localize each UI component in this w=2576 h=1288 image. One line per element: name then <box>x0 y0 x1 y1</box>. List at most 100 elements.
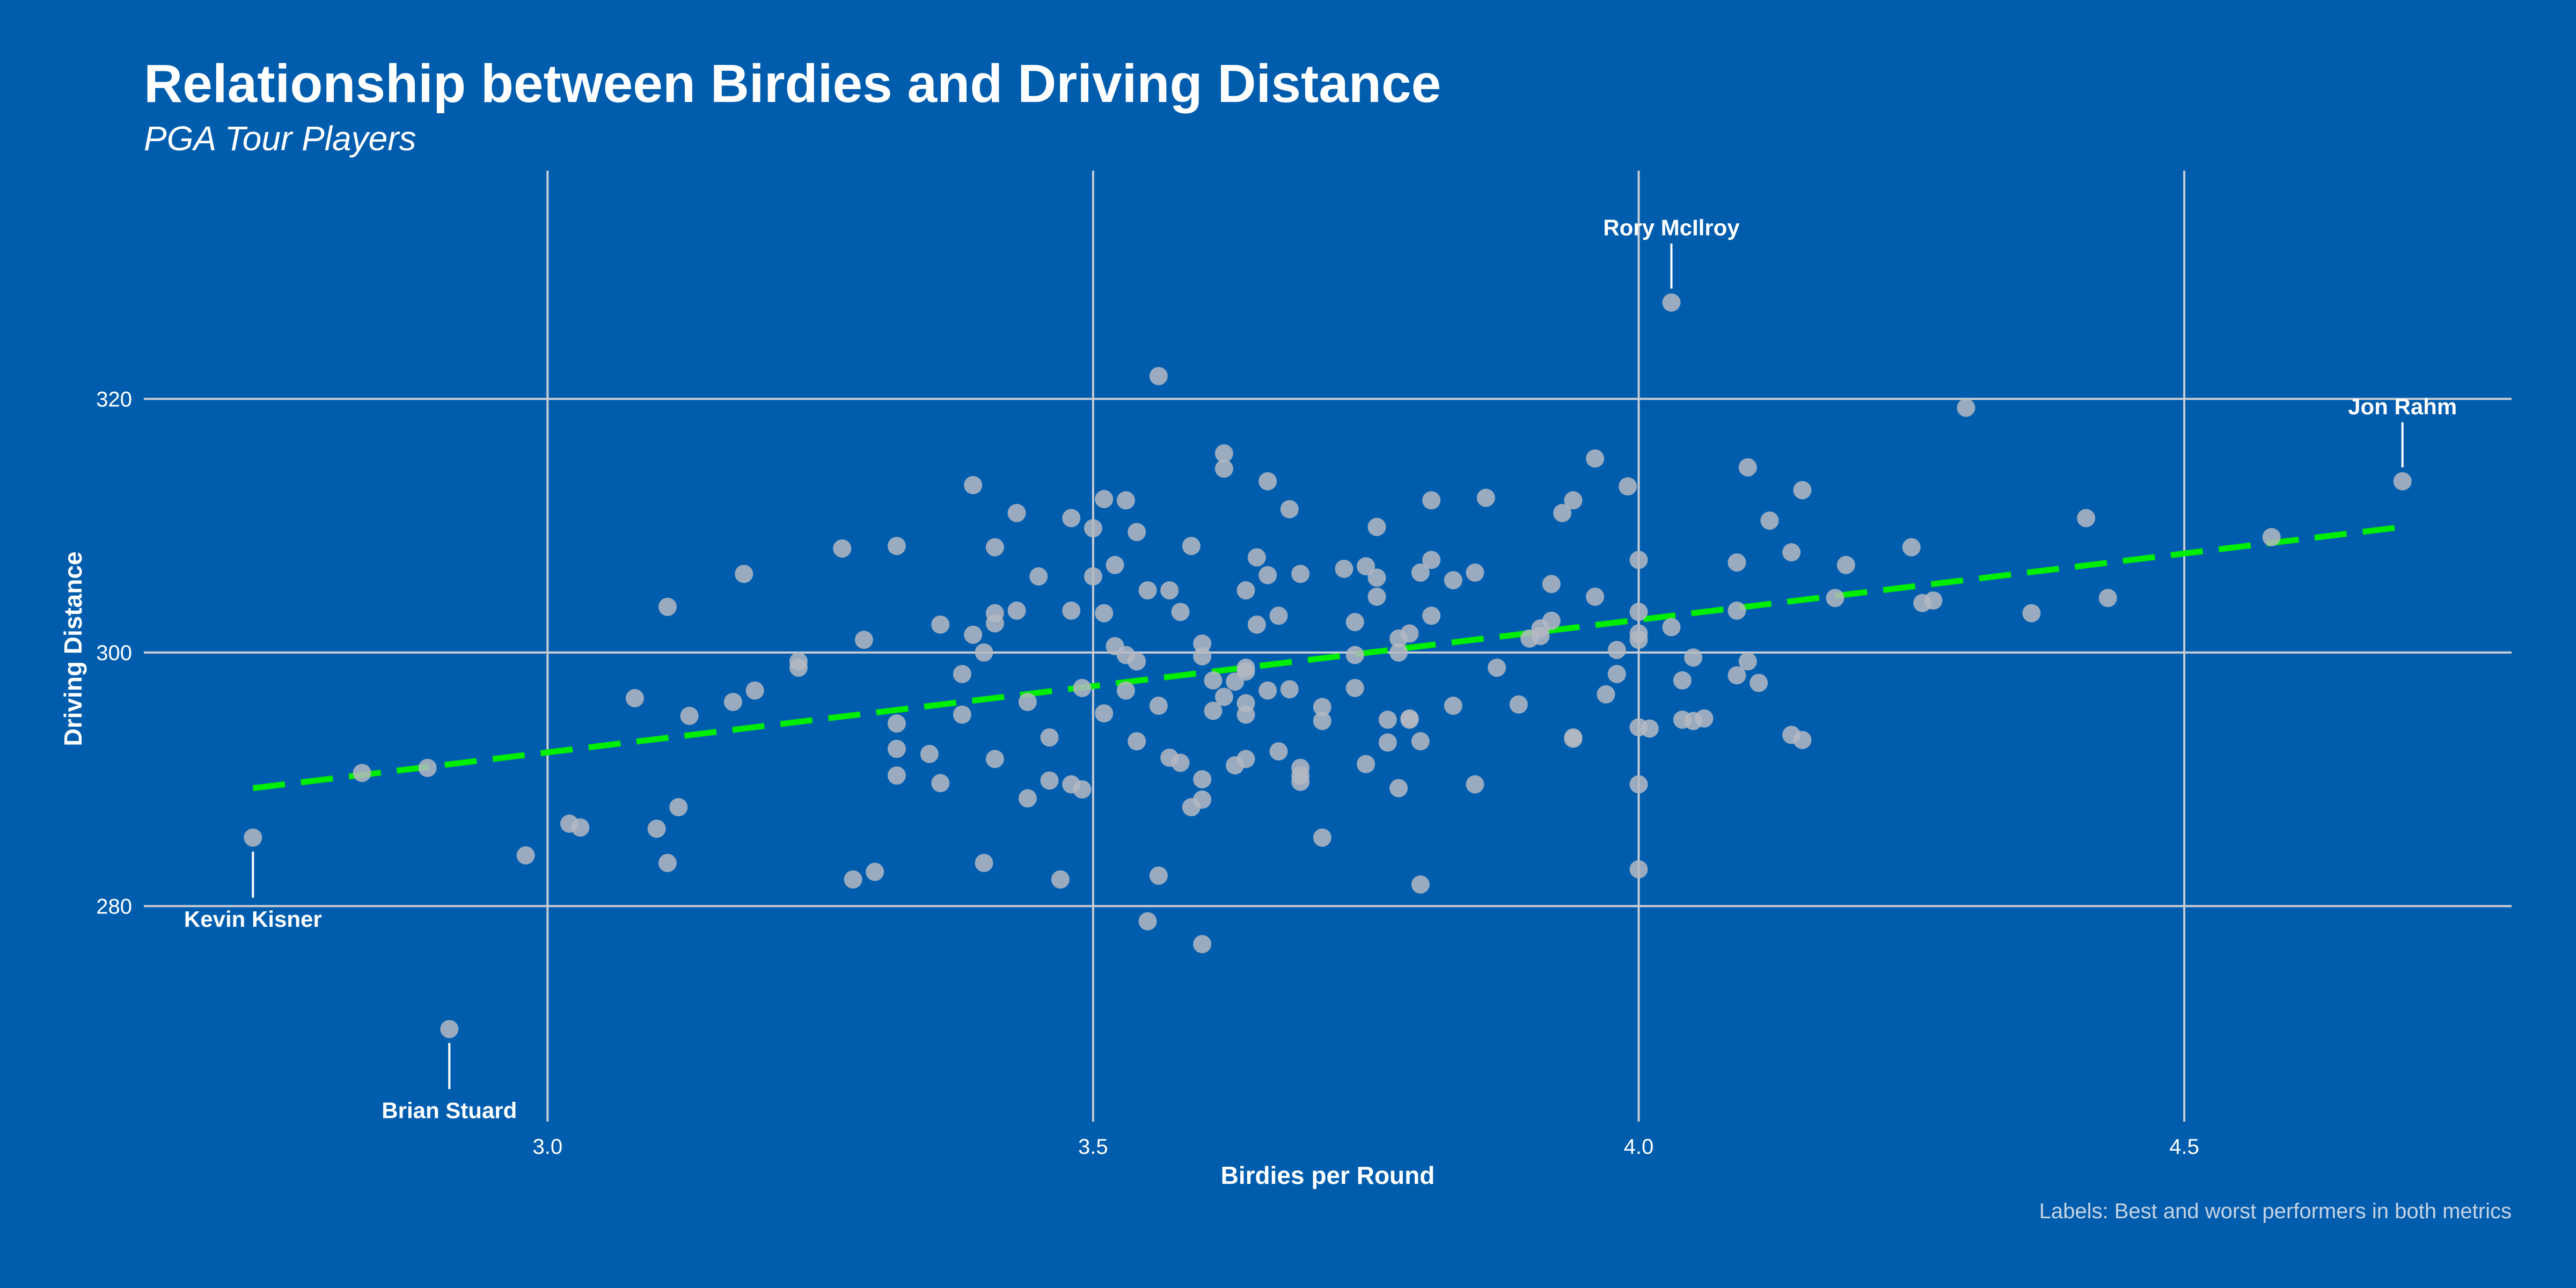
data-point <box>1029 567 1048 586</box>
data-point <box>1607 641 1626 660</box>
data-point <box>1345 678 1364 697</box>
data-point <box>516 846 535 865</box>
data-point <box>1629 603 1648 621</box>
x-tick-label: 3.5 <box>1078 1135 1108 1159</box>
data-point <box>1564 729 1583 748</box>
x-axis-ticks: 3.0 3.5 4.0 4.5 <box>532 1135 2199 1159</box>
data-point <box>1095 704 1114 723</box>
data-point <box>1193 790 1212 809</box>
data-point <box>931 615 950 634</box>
data-point <box>1171 753 1190 772</box>
data-point <box>1629 775 1648 794</box>
data-point <box>1684 648 1703 667</box>
data-point <box>1193 634 1212 653</box>
data-point <box>1149 866 1168 885</box>
data-point <box>1138 912 1157 931</box>
data-point <box>1018 789 1037 808</box>
data-point <box>1313 712 1331 730</box>
data-point <box>1542 611 1561 630</box>
data-point <box>1291 772 1310 791</box>
data-point <box>1073 780 1092 799</box>
data-point <box>1214 459 1233 478</box>
data-point <box>887 714 906 733</box>
data-points <box>244 293 2412 1038</box>
data-point <box>964 475 983 494</box>
x-tick-label: 4.0 <box>1624 1135 1654 1159</box>
data-point <box>1367 568 1386 587</box>
data-point <box>1444 571 1462 590</box>
data-point <box>1128 732 1146 751</box>
data-point <box>1095 604 1114 623</box>
data-point <box>985 614 1004 633</box>
data-point <box>1236 581 1255 600</box>
data-point <box>953 705 971 724</box>
data-point <box>1160 581 1179 600</box>
data-point <box>353 764 371 782</box>
data-point <box>1084 567 1102 586</box>
data-point <box>1357 755 1375 773</box>
data-point <box>1531 627 1550 646</box>
data-point <box>1345 613 1364 632</box>
data-point <box>1193 647 1212 665</box>
data-point <box>1007 503 1026 522</box>
data-point <box>1062 509 1081 528</box>
data-point <box>1738 458 1757 477</box>
data-point <box>1488 658 1506 677</box>
data-point <box>975 643 993 662</box>
data-point <box>1476 488 1495 507</box>
data-point <box>920 744 939 763</box>
data-point <box>1269 606 1288 625</box>
x-tick-label: 3.0 <box>532 1135 562 1159</box>
data-point <box>1084 519 1102 538</box>
data-point <box>1378 711 1397 729</box>
data-point <box>1258 566 1277 584</box>
data-point <box>1280 680 1299 699</box>
data-point <box>1411 563 1430 582</box>
data-point <box>1750 674 1768 692</box>
data-point <box>1673 671 1692 690</box>
data-point <box>1400 711 1419 729</box>
data-point <box>866 862 884 881</box>
data-point <box>953 664 971 683</box>
data-point <box>1149 697 1168 715</box>
data-point <box>1836 555 1855 574</box>
data-point <box>833 539 852 558</box>
data-point <box>931 774 950 793</box>
data-point <box>735 565 753 583</box>
data-point <box>1662 618 1681 636</box>
data-point <box>1411 732 1430 751</box>
data-point <box>1422 551 1441 569</box>
data-point <box>1619 477 1637 496</box>
data-point <box>1073 678 1092 697</box>
data-point <box>1214 687 1233 706</box>
data-point <box>2393 472 2412 491</box>
data-point <box>1040 728 1059 747</box>
y-axis-title: Driving Distance <box>59 552 87 747</box>
y-axis-ticks: 280 300 320 <box>96 387 132 918</box>
data-point <box>1400 624 1419 643</box>
data-point <box>1138 581 1157 600</box>
player-label: Kevin Kisner <box>184 906 322 932</box>
data-point <box>745 681 764 700</box>
x-axis-title: Birdies per Round <box>1221 1161 1435 1189</box>
data-point <box>1728 666 1746 685</box>
data-point <box>1422 491 1441 510</box>
y-tick-label: 300 <box>96 641 132 665</box>
player-labels: Rory McIlroy Jon Rahm Kevin Kisner Brian St… <box>184 215 2457 1123</box>
data-point <box>1204 701 1223 720</box>
player-label: Rory McIlroy <box>1603 215 1740 240</box>
data-point <box>1957 398 1975 417</box>
data-point <box>1542 575 1561 594</box>
data-point <box>1236 705 1255 724</box>
data-point <box>2022 604 2041 623</box>
data-point <box>1640 719 1659 738</box>
data-point <box>1116 681 1135 700</box>
data-point <box>647 819 666 838</box>
data-point <box>975 854 993 873</box>
data-point <box>1466 775 1484 794</box>
data-point <box>1269 742 1288 761</box>
data-point <box>1902 538 1921 557</box>
data-point <box>1193 770 1212 789</box>
data-point <box>1247 548 1266 567</box>
data-point <box>1728 601 1746 620</box>
